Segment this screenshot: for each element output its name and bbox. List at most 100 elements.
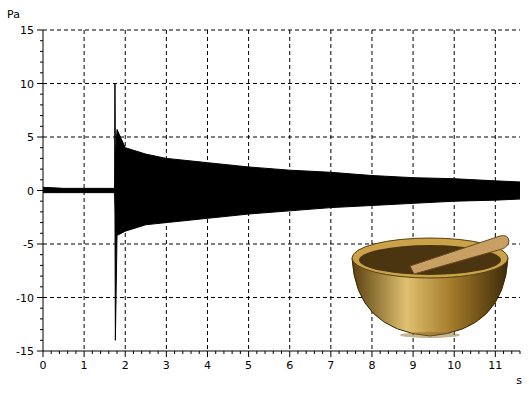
minor-tick <box>40 62 43 63</box>
minor-tick <box>67 351 68 354</box>
tick-label: 5 <box>245 359 252 372</box>
minor-tick <box>40 340 43 341</box>
tick <box>37 244 43 245</box>
minor-tick <box>40 104 43 105</box>
minor-tick <box>511 351 512 354</box>
minor-tick <box>40 308 43 309</box>
tick-label: 0 <box>40 359 47 372</box>
minor-tick <box>445 351 446 354</box>
plot-area <box>43 84 520 341</box>
minor-tick <box>256 351 257 354</box>
minor-tick <box>40 254 43 255</box>
tick <box>37 297 43 298</box>
tick <box>37 190 43 191</box>
bowl-illustration <box>352 236 509 338</box>
minor-tick <box>437 351 438 354</box>
axis-title: s <box>516 374 522 387</box>
minor-tick <box>100 351 101 354</box>
minor-tick <box>40 222 43 223</box>
tick <box>248 351 249 357</box>
minor-tick <box>380 351 381 354</box>
minor-tick <box>108 351 109 354</box>
minor-tick <box>232 351 233 354</box>
minor-tick <box>273 351 274 354</box>
minor-tick <box>133 351 134 354</box>
minor-tick <box>347 351 348 354</box>
minor-tick <box>40 115 43 116</box>
tick <box>207 351 208 357</box>
minor-tick <box>503 351 504 354</box>
minor-tick <box>92 351 93 354</box>
minor-tick <box>158 351 159 354</box>
minor-tick <box>322 351 323 354</box>
minor-tick <box>297 351 298 354</box>
minor-tick <box>40 169 43 170</box>
minor-tick <box>215 351 216 354</box>
waveform-area <box>43 191 520 341</box>
minor-tick <box>75 351 76 354</box>
tick-label: 4 <box>204 359 211 372</box>
minor-tick <box>199 351 200 354</box>
tick-label: 11 <box>488 359 502 372</box>
tick <box>84 351 85 357</box>
waveform-area <box>43 84 520 191</box>
minor-tick <box>40 329 43 330</box>
minor-tick <box>182 351 183 354</box>
minor-tick <box>59 351 60 354</box>
minor-tick <box>520 351 521 354</box>
tick-label: 15 <box>20 24 34 37</box>
tick-label: 2 <box>122 359 129 372</box>
tick <box>289 351 290 357</box>
minor-tick <box>306 351 307 354</box>
minor-tick <box>117 351 118 354</box>
minor-tick <box>421 351 422 354</box>
minor-tick <box>487 351 488 354</box>
minor-tick <box>174 351 175 354</box>
minor-tick <box>281 351 282 354</box>
tick-label: 10 <box>20 78 34 91</box>
tick <box>495 351 496 357</box>
tick <box>454 351 455 357</box>
minor-tick <box>363 351 364 354</box>
tick-label: 3 <box>163 359 170 372</box>
tick <box>413 351 414 357</box>
minor-tick <box>40 179 43 180</box>
tick-label: 6 <box>286 359 293 372</box>
minor-tick <box>223 351 224 354</box>
minor-tick <box>470 351 471 354</box>
minor-tick <box>141 351 142 354</box>
bowl-base <box>400 332 460 338</box>
minor-tick <box>51 351 52 354</box>
minor-tick <box>191 351 192 354</box>
minor-tick <box>404 351 405 354</box>
minor-tick <box>40 158 43 159</box>
tick-label: 0 <box>27 185 34 198</box>
tick-label: -15 <box>16 345 34 358</box>
minor-tick <box>355 351 356 354</box>
tick-label: 8 <box>368 359 375 372</box>
tick-label: -10 <box>16 292 34 305</box>
tick <box>330 351 331 357</box>
grid-line <box>43 30 520 31</box>
minor-tick <box>40 265 43 266</box>
tick <box>371 351 372 357</box>
minor-tick <box>240 351 241 354</box>
minor-tick <box>339 351 340 354</box>
minor-tick <box>149 351 150 354</box>
minor-tick <box>40 126 43 127</box>
tick <box>37 30 43 31</box>
minor-tick <box>40 233 43 234</box>
tick <box>166 351 167 357</box>
tick-label: 5 <box>27 131 34 144</box>
tick <box>125 351 126 357</box>
minor-tick <box>396 351 397 354</box>
minor-tick <box>40 286 43 287</box>
minor-tick <box>478 351 479 354</box>
tick-label: 9 <box>410 359 417 372</box>
minor-tick <box>265 351 266 354</box>
minor-tick <box>40 318 43 319</box>
tick-label: 7 <box>327 359 334 372</box>
minor-tick <box>40 201 43 202</box>
tick-label: -5 <box>23 238 34 251</box>
tick <box>43 351 44 357</box>
